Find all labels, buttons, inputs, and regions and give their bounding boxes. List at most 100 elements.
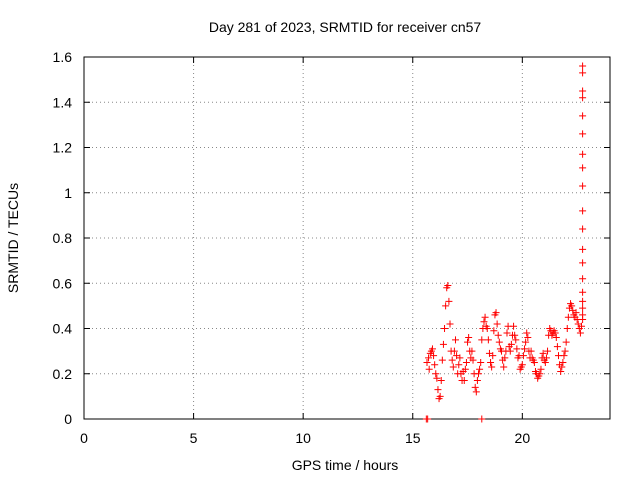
- data-point: [477, 358, 485, 366]
- data-point: [478, 336, 486, 344]
- data-point: [563, 325, 571, 332]
- data-point: [436, 392, 444, 400]
- data-point: [579, 259, 587, 267]
- data-point: [442, 302, 450, 310]
- data-point: [445, 297, 453, 305]
- data-point: [475, 370, 482, 378]
- data-point: [434, 386, 442, 394]
- data-point: [544, 347, 552, 355]
- data-point: [507, 340, 515, 348]
- x-tick-label: 15: [405, 430, 421, 446]
- y-tick-label: 1.2: [53, 140, 73, 156]
- data-point: [521, 345, 529, 353]
- data-point: [500, 363, 508, 371]
- y-tick-label: 0: [64, 411, 72, 427]
- y-tick-label: 0.6: [53, 275, 73, 291]
- data-point: [489, 352, 497, 360]
- data-point: [433, 374, 441, 382]
- x-tick-label: 20: [515, 430, 531, 446]
- data-point: [481, 313, 489, 321]
- data-point: [519, 352, 527, 360]
- data-point: [464, 338, 472, 346]
- data-point: [478, 415, 486, 423]
- data-point: [444, 282, 452, 290]
- data-point: [430, 352, 438, 360]
- data-point: [551, 329, 559, 337]
- data-point: [541, 358, 549, 366]
- axis-ticks: 0 5 10 15 20 0 0.2 0.4 0.6 0.8 1 1.2 1.4 1.6: [53, 49, 610, 446]
- data-point: [579, 182, 587, 190]
- data-point: [473, 377, 481, 385]
- data-point: [559, 358, 567, 366]
- data-point: [439, 340, 447, 348]
- data-point: [437, 377, 445, 385]
- data-point: [579, 207, 587, 215]
- data-point: [579, 87, 587, 95]
- data-point: [562, 338, 570, 346]
- data-point: [480, 318, 488, 326]
- data-point: [428, 345, 436, 353]
- x-tick-label: 5: [190, 430, 198, 446]
- data-point: [462, 358, 470, 366]
- data-point: [568, 302, 576, 310]
- data-point: [484, 336, 492, 344]
- data-point: [424, 415, 432, 423]
- data-point: [578, 322, 586, 330]
- data-point: [488, 363, 496, 371]
- data-point: [476, 365, 484, 373]
- data-point: [487, 358, 495, 366]
- y-axis-label: SRMTID / TECUs: [5, 183, 21, 293]
- data-point: [579, 304, 587, 312]
- data-point: [441, 325, 449, 332]
- x-tick-label: 10: [295, 430, 311, 446]
- data-point: [493, 320, 501, 328]
- data-point: [579, 94, 587, 102]
- x-axis-label: GPS time / hours: [292, 457, 399, 473]
- data-point: [527, 347, 535, 355]
- data-point: [456, 354, 464, 362]
- data-point: [579, 311, 587, 319]
- data-point: [472, 388, 480, 396]
- data-point: [579, 275, 587, 283]
- data-point: [536, 370, 544, 378]
- data-point: [423, 358, 431, 366]
- chart-title: Day 281 of 2023, SRMTID for receiver cn5…: [209, 19, 482, 35]
- data-point: [530, 358, 538, 366]
- data-point: [539, 349, 547, 357]
- data-point: [522, 338, 530, 346]
- data-point: [501, 354, 509, 362]
- data-point: [494, 331, 502, 339]
- data-point: [560, 352, 568, 360]
- data-point: [524, 334, 532, 342]
- data-point: [448, 356, 456, 364]
- data-point: [564, 313, 572, 321]
- data-point: [510, 322, 518, 330]
- data-point: [518, 361, 526, 369]
- data-point: [513, 345, 521, 353]
- data-point: [511, 331, 519, 339]
- data-point: [579, 164, 587, 172]
- data-point: [431, 361, 439, 369]
- data-point: [557, 367, 565, 375]
- data-point: [552, 334, 560, 342]
- data-point: [572, 309, 580, 317]
- data-point: [579, 245, 587, 253]
- grid: [84, 57, 610, 419]
- data-point: [471, 383, 479, 391]
- data-point: [503, 329, 511, 337]
- data-point: [449, 363, 457, 371]
- y-tick-label: 0.4: [53, 321, 73, 337]
- y-tick-label: 1.4: [53, 94, 73, 110]
- data-point: [558, 363, 566, 371]
- data-point: [576, 329, 584, 337]
- data-point: [455, 361, 463, 369]
- plot-frame: [83, 56, 611, 420]
- data-point: [542, 354, 550, 362]
- data-point: [468, 347, 476, 355]
- data-point: [579, 288, 587, 296]
- y-tick-label: 0.8: [53, 230, 73, 246]
- data-point: [495, 338, 503, 346]
- data-point: [579, 62, 587, 70]
- data-point: [512, 336, 520, 344]
